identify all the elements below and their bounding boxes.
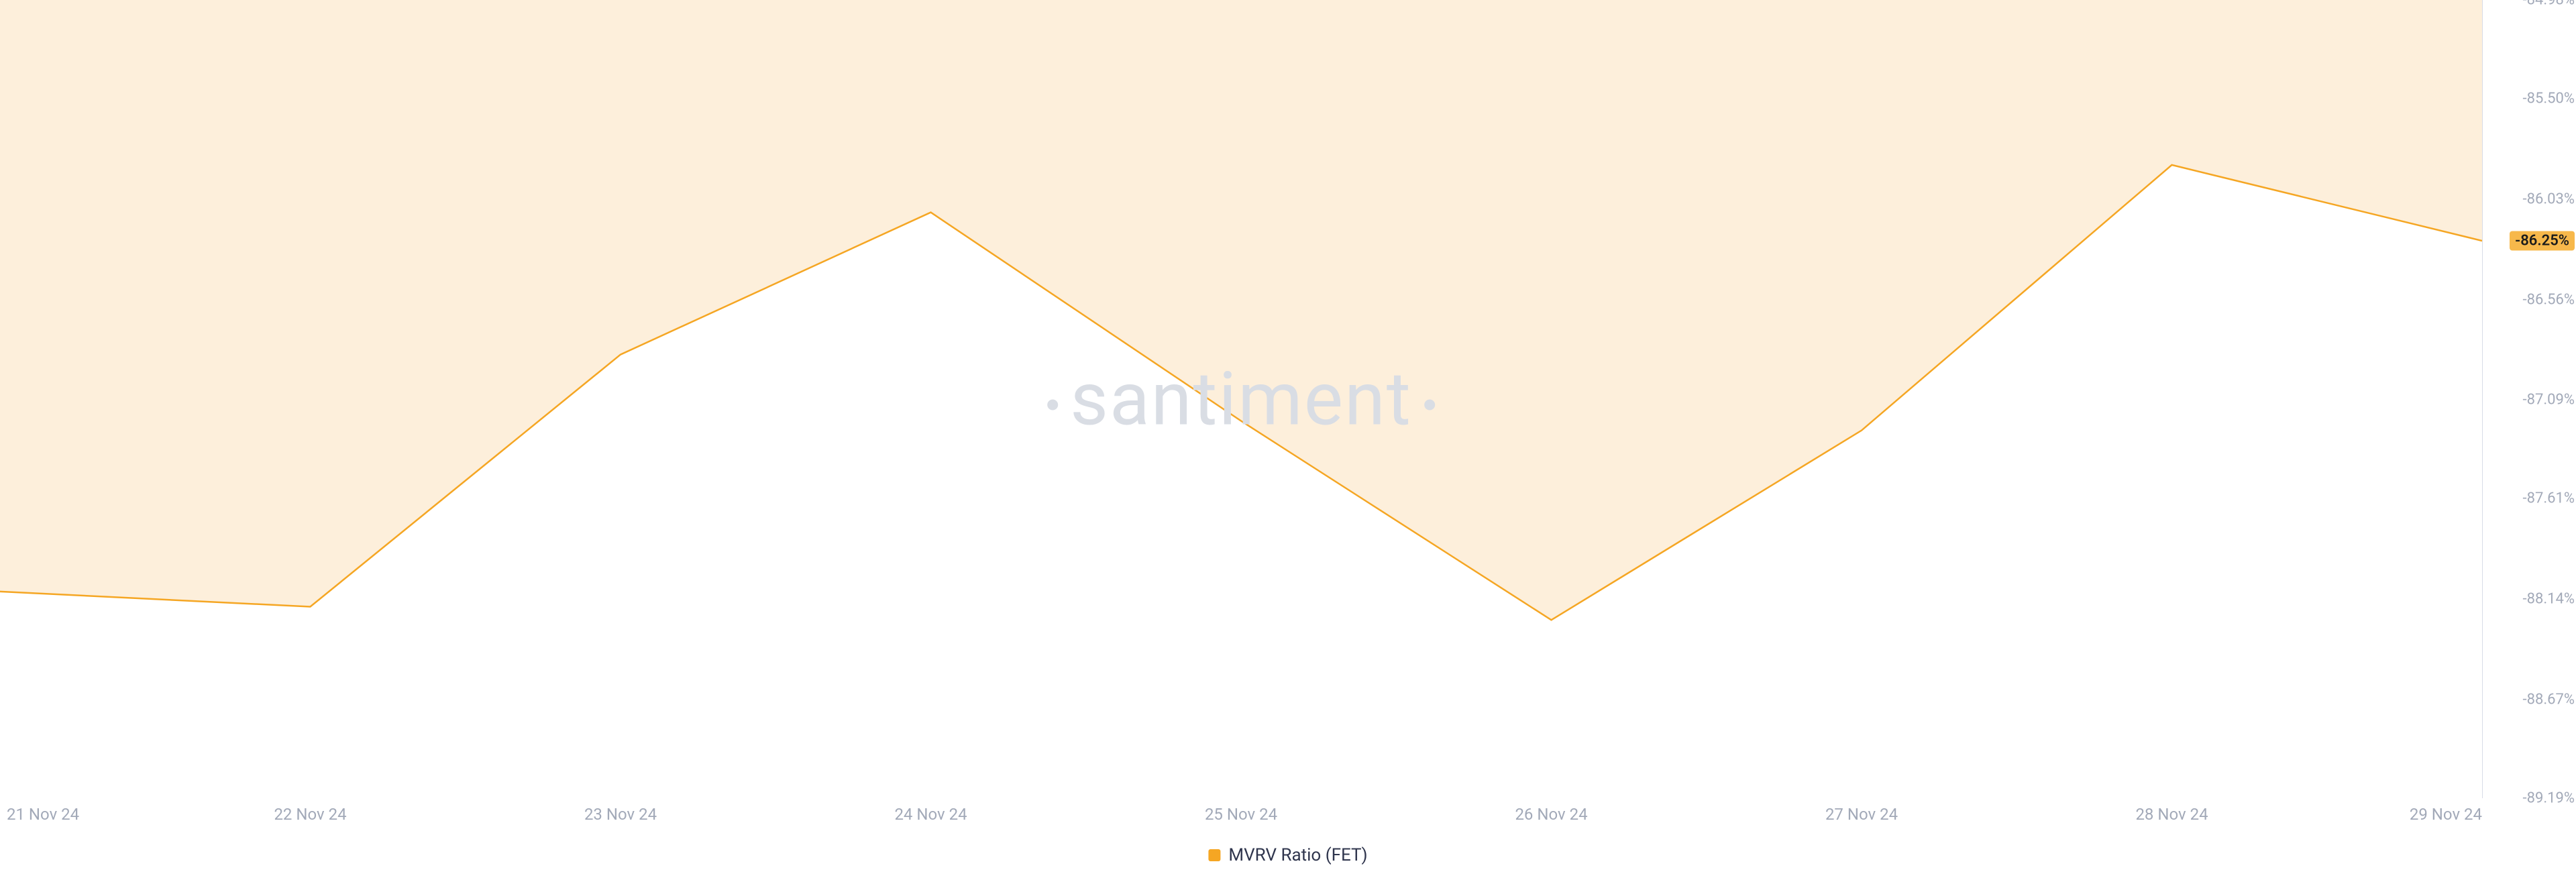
y-tick: -86.03% bbox=[2523, 190, 2575, 207]
x-axis: 21 Nov 24 22 Nov 24 23 Nov 24 24 Nov 24 25 N… bbox=[0, 805, 2482, 832]
x-tick: 25 Nov 24 bbox=[1205, 805, 1277, 824]
chart-root: santiment -84.98%-85.50%-86.03%-86.56%-8… bbox=[0, 0, 2576, 872]
x-tick: 23 Nov 24 bbox=[584, 805, 657, 824]
area-chart-svg bbox=[0, 0, 2482, 798]
y-tick: -87.61% bbox=[2523, 490, 2575, 507]
x-tick: 21 Nov 24 bbox=[7, 805, 79, 824]
y-tick: -84.98% bbox=[2523, 0, 2575, 9]
current-value-badge: -86.25% bbox=[2510, 231, 2575, 250]
y-tick: -86.56% bbox=[2523, 291, 2575, 308]
x-tick: 27 Nov 24 bbox=[1825, 805, 1898, 824]
y-axis: -84.98% -85.50% -86.03% -86.56% -87.09% -87.6… bbox=[2487, 0, 2575, 798]
x-tick: 29 Nov 24 bbox=[2410, 805, 2482, 824]
y-tick: -87.09% bbox=[2523, 392, 2575, 408]
x-tick: 22 Nov 24 bbox=[274, 805, 346, 824]
legend-label: MVRV Ratio (FET) bbox=[1228, 845, 1367, 865]
legend-swatch bbox=[1208, 849, 1220, 861]
series-area bbox=[0, 0, 2482, 620]
x-tick: 26 Nov 24 bbox=[1515, 805, 1587, 824]
plot-area: santiment bbox=[0, 0, 2482, 798]
y-tick: -88.67% bbox=[2523, 692, 2575, 708]
y-tick: -89.19% bbox=[2523, 790, 2575, 807]
y-axis-line bbox=[2482, 0, 2483, 798]
y-tick: -88.14% bbox=[2523, 591, 2575, 608]
legend: MVRV Ratio (FET) bbox=[1208, 845, 1367, 865]
x-tick: 28 Nov 24 bbox=[2135, 805, 2208, 824]
y-tick: -85.50% bbox=[2523, 90, 2575, 107]
x-tick: 24 Nov 24 bbox=[894, 805, 967, 824]
